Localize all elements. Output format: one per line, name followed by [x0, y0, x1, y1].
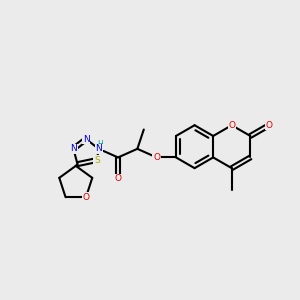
Text: H: H	[98, 140, 103, 149]
Text: O: O	[266, 121, 272, 130]
Text: S: S	[94, 156, 100, 165]
Text: O: O	[153, 153, 160, 162]
Text: N: N	[70, 144, 77, 153]
Text: N: N	[95, 144, 102, 153]
Text: N: N	[83, 135, 89, 144]
Text: O: O	[228, 121, 235, 130]
Text: O: O	[82, 193, 89, 202]
Text: O: O	[115, 174, 122, 183]
